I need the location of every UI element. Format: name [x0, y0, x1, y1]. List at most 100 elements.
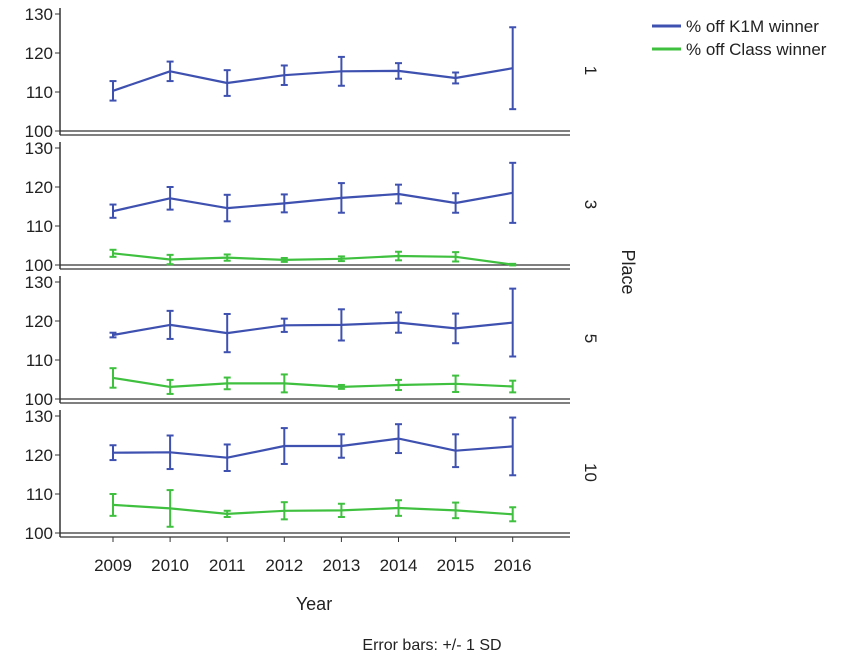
- series-line: [112, 376, 513, 388]
- y-tick-label: 130: [25, 139, 53, 158]
- panel-label: 5: [581, 334, 600, 343]
- error-bar: [166, 489, 174, 528]
- error-bar: [509, 416, 517, 477]
- error-bar: [395, 499, 402, 517]
- x-tick-label: 2012: [265, 556, 303, 575]
- error-bar: [166, 186, 174, 211]
- error-bar: [109, 367, 117, 389]
- facet-axis-title: Place: [618, 249, 638, 294]
- error-bar: [452, 312, 460, 345]
- error-bar: [280, 256, 288, 263]
- error-bar: [452, 374, 460, 393]
- x-axis: 2009 2010 2011 2012 2013 2014 2015 2016: [94, 537, 532, 575]
- error-bar: [337, 383, 345, 390]
- series-k1m: [109, 161, 517, 224]
- panel-place-10: 100 110 120 130 10: [25, 407, 600, 543]
- series-k1m: [109, 26, 517, 111]
- error-bar: [395, 62, 402, 80]
- y-tick-label: 110: [26, 83, 53, 102]
- error-bar: [223, 69, 231, 97]
- error-bar-note: Error bars: +/- 1 SD: [362, 637, 501, 654]
- chart-panels: 1001101201301100110120130310011012013051…: [25, 5, 600, 543]
- error-bar: [109, 493, 117, 517]
- x-tick-label: 2009: [94, 556, 132, 575]
- error-bar: [395, 250, 402, 262]
- error-bar: [452, 433, 460, 469]
- series-line: [112, 503, 513, 516]
- error-bar: [109, 80, 117, 102]
- error-bar: [337, 308, 345, 342]
- legend: % off K1M winner % off Class winner: [652, 17, 827, 59]
- series-class: [109, 489, 517, 528]
- series-line: [112, 321, 513, 337]
- series-class: [109, 248, 517, 267]
- panel-place-3: 100 110 120 130 3: [25, 139, 600, 275]
- error-bar: [509, 287, 517, 358]
- panel-label: 1: [581, 66, 600, 75]
- error-bar: [109, 444, 117, 462]
- error-bar: [166, 434, 174, 471]
- legend-label-k1m: % off K1M winner: [686, 17, 819, 36]
- error-bar: [452, 192, 460, 214]
- y-tick-label: 110: [26, 351, 53, 370]
- panel-label: 3: [581, 200, 600, 209]
- error-bar: [223, 312, 231, 354]
- error-bar: [109, 203, 117, 219]
- error-bar: [337, 55, 345, 87]
- series-line: [112, 252, 513, 266]
- error-bar: [337, 255, 345, 263]
- x-tick-label: 2016: [494, 556, 532, 575]
- error-bar: [223, 443, 231, 472]
- x-tick-label: 2014: [380, 556, 418, 575]
- y-tick-label: 120: [25, 44, 53, 63]
- y-tick-label: 130: [25, 273, 53, 292]
- series-line: [112, 67, 513, 92]
- error-bar: [166, 253, 174, 266]
- error-bar: [166, 309, 174, 340]
- error-bar: [109, 331, 117, 339]
- error-bar: [452, 501, 460, 520]
- error-bar: [395, 311, 402, 334]
- error-bar: [337, 502, 345, 519]
- series-k1m: [109, 287, 517, 358]
- error-bar: [109, 248, 117, 258]
- series-class: [109, 367, 517, 395]
- y-tick-label: 130: [25, 407, 53, 426]
- x-tick-label: 2015: [437, 556, 475, 575]
- panel-place-5: 100 110 120 130 5: [25, 273, 600, 409]
- error-bar: [223, 253, 231, 262]
- error-bar: [280, 193, 288, 214]
- y-tick-label: 100: [25, 390, 53, 409]
- legend-label-class: % off Class winner: [686, 40, 827, 59]
- y-tick-label: 100: [25, 122, 53, 141]
- x-tick-label: 2013: [322, 556, 360, 575]
- error-bar: [395, 183, 402, 205]
- error-bar: [223, 193, 231, 223]
- error-bar: [223, 509, 231, 519]
- x-tick-label: 2010: [151, 556, 189, 575]
- series-k1m: [109, 416, 517, 477]
- error-bar: [509, 262, 517, 267]
- y-tick-label: 130: [25, 5, 53, 24]
- error-bar: [509, 379, 517, 394]
- error-bar: [280, 373, 288, 394]
- y-tick-label: 120: [25, 312, 53, 331]
- x-tick-label: 2011: [209, 556, 246, 575]
- series-line: [112, 437, 513, 459]
- error-bar: [337, 182, 345, 214]
- panel-label: 10: [581, 463, 600, 482]
- y-tick-label: 120: [25, 178, 53, 197]
- error-bar: [395, 378, 402, 392]
- error-bar: [509, 26, 517, 111]
- error-bar: [509, 506, 517, 523]
- error-bar: [166, 378, 174, 395]
- error-bar: [166, 60, 174, 83]
- y-tick-label: 110: [26, 485, 53, 504]
- error-bar: [337, 433, 345, 459]
- y-tick-label: 100: [25, 256, 53, 275]
- error-bar: [280, 317, 288, 333]
- error-bar: [452, 251, 460, 263]
- panel-place-1: 100 110 120 130 1: [25, 5, 600, 141]
- error-bar: [280, 427, 288, 465]
